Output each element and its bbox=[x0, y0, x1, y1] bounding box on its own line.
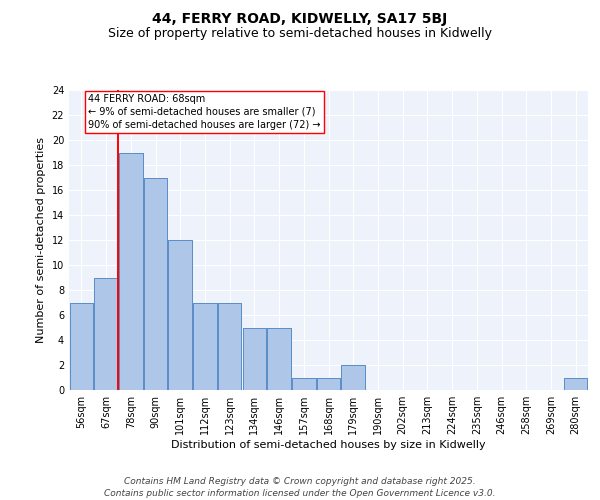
Bar bbox=[242, 328, 266, 390]
Bar bbox=[169, 240, 192, 390]
Text: 44 FERRY ROAD: 68sqm
← 9% of semi-detached houses are smaller (7)
90% of semi-de: 44 FERRY ROAD: 68sqm ← 9% of semi-detach… bbox=[88, 94, 321, 130]
Bar bbox=[292, 378, 316, 390]
Bar bbox=[193, 302, 217, 390]
Bar bbox=[564, 378, 587, 390]
Y-axis label: Number of semi-detached properties: Number of semi-detached properties bbox=[36, 137, 46, 343]
Bar bbox=[119, 152, 143, 390]
Bar bbox=[169, 240, 192, 390]
Bar bbox=[94, 278, 118, 390]
Bar bbox=[564, 378, 587, 390]
Bar bbox=[119, 152, 143, 390]
Bar bbox=[70, 302, 93, 390]
Text: 44, FERRY ROAD, KIDWELLY, SA17 5BJ: 44, FERRY ROAD, KIDWELLY, SA17 5BJ bbox=[152, 12, 448, 26]
Bar bbox=[268, 328, 291, 390]
Text: Size of property relative to semi-detached houses in Kidwelly: Size of property relative to semi-detach… bbox=[108, 28, 492, 40]
Bar bbox=[144, 178, 167, 390]
Bar bbox=[70, 302, 93, 390]
Bar bbox=[317, 378, 340, 390]
Bar bbox=[144, 178, 167, 390]
X-axis label: Distribution of semi-detached houses by size in Kidwelly: Distribution of semi-detached houses by … bbox=[171, 440, 486, 450]
Bar bbox=[341, 365, 365, 390]
Bar bbox=[218, 302, 241, 390]
Bar bbox=[242, 328, 266, 390]
Text: Contains HM Land Registry data © Crown copyright and database right 2025.
Contai: Contains HM Land Registry data © Crown c… bbox=[104, 476, 496, 498]
Bar bbox=[341, 365, 365, 390]
Bar bbox=[94, 278, 118, 390]
Bar bbox=[268, 328, 291, 390]
Bar bbox=[292, 378, 316, 390]
Bar bbox=[317, 378, 340, 390]
Bar bbox=[193, 302, 217, 390]
Bar bbox=[218, 302, 241, 390]
